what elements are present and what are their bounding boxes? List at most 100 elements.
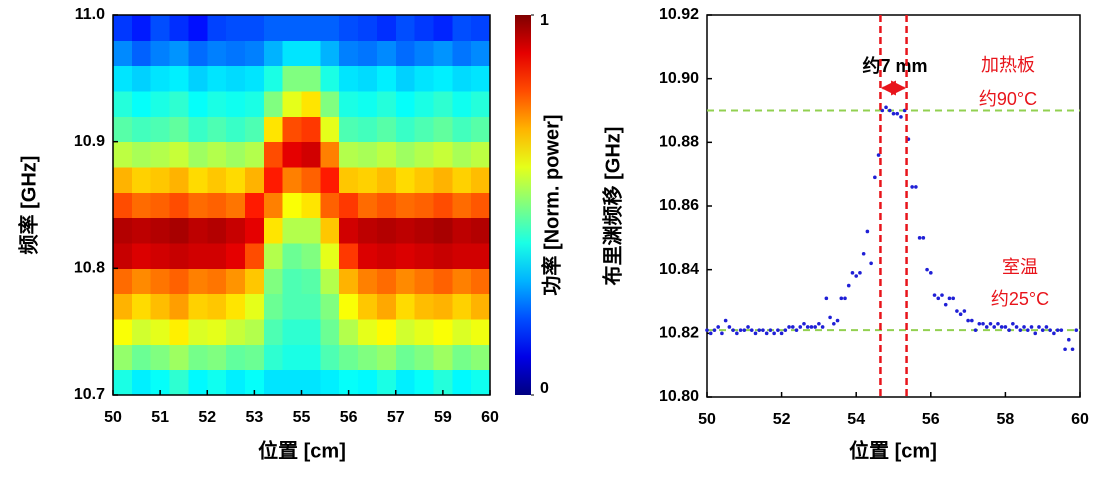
data-point — [1029, 325, 1034, 329]
heatmap-cell — [452, 116, 472, 143]
heatmap-cell — [263, 141, 284, 168]
data-point — [891, 111, 896, 116]
heatmap-cell — [433, 141, 453, 168]
heatmap-cell — [395, 217, 416, 244]
heatmap-cell — [169, 268, 189, 295]
data-point — [820, 325, 825, 329]
heatmap-cell — [207, 15, 227, 41]
heatmap-cell — [414, 15, 434, 41]
heatmap-cell — [433, 40, 453, 67]
data-point — [973, 328, 978, 332]
heatmap-cell — [282, 293, 302, 320]
heatmap-cell — [301, 369, 321, 396]
data-point — [731, 328, 735, 332]
heatmap-cell — [320, 369, 340, 396]
heatmap-cell — [282, 268, 302, 295]
heatmap-cell — [263, 268, 284, 295]
heatmap-cell — [263, 344, 284, 371]
data-point — [824, 296, 829, 301]
data-point — [776, 328, 780, 332]
heatmap-cell — [150, 243, 171, 269]
data-point — [996, 321, 1000, 326]
heatmap-cell — [376, 268, 397, 295]
heatmap-cell — [263, 91, 284, 117]
data-point — [854, 274, 858, 278]
y-tick-label: 10.92 — [659, 6, 699, 23]
heatmap-cell — [263, 167, 284, 193]
heatmap-cell — [150, 40, 171, 67]
data-point — [738, 328, 743, 332]
data-point — [1067, 337, 1071, 342]
data-point — [779, 331, 784, 336]
heatmap-cell — [433, 15, 453, 41]
heatmap-cell — [207, 116, 227, 143]
heatmap-cell — [452, 217, 472, 244]
x-tick-label: 52 — [198, 409, 216, 426]
heatmap-cell — [452, 192, 472, 219]
heatmap — [113, 15, 491, 396]
heatmap-cell — [113, 217, 133, 244]
heatmap-cell — [320, 319, 340, 345]
heatmap-cell — [150, 319, 171, 345]
heatmap-cell — [452, 319, 472, 345]
heatmap-cell — [395, 15, 416, 41]
heatmap-cell — [169, 293, 189, 320]
heatmap-cell — [188, 293, 208, 320]
heatmap-cell — [339, 217, 359, 244]
heatmap-cell — [471, 65, 491, 92]
data-point — [1059, 328, 1064, 332]
heatmap-cell — [395, 116, 416, 143]
heatmap-cell — [301, 116, 321, 143]
heatmap-cell — [188, 344, 208, 371]
data-point — [1074, 328, 1079, 332]
heatmap-cell — [207, 293, 227, 320]
heatmap-cell — [339, 40, 359, 67]
heatmap-cell — [207, 91, 227, 117]
y-tick-label: 10.86 — [659, 197, 699, 214]
heatmap-cell — [320, 116, 340, 143]
heatmap-cell — [169, 91, 189, 117]
x-tick-label: 58 — [997, 411, 1015, 428]
x-tick-label: 56 — [922, 411, 940, 428]
heatmap-cell — [113, 319, 133, 345]
data-point — [716, 325, 720, 329]
heatmap-cell — [263, 40, 284, 67]
heatmap-cell — [471, 40, 491, 67]
data-point — [764, 331, 769, 336]
heatmap-cell — [207, 217, 227, 244]
heatmap-cell — [131, 91, 152, 117]
heatmap-cell — [131, 217, 152, 244]
heatmap-cell — [452, 65, 472, 92]
data-point — [705, 328, 709, 332]
data-point — [832, 321, 836, 326]
heatmap-cell — [452, 243, 472, 269]
heatmap-cell — [282, 217, 302, 244]
data-point — [861, 251, 866, 256]
data-point — [947, 296, 952, 301]
heatmap-cell — [263, 217, 284, 244]
x-tick-label: 57 — [387, 409, 405, 426]
heatmap-cell — [282, 319, 302, 345]
heatmap-cell — [395, 192, 416, 219]
heatmap-cell — [188, 192, 208, 219]
heatmap-cell — [282, 192, 302, 219]
heatmap-cell — [301, 319, 321, 345]
heatmap-cell — [226, 293, 246, 320]
heatmap-cell — [433, 217, 453, 244]
data-point — [761, 328, 765, 332]
heatmap-cell — [282, 167, 302, 193]
heatmap-cell — [376, 217, 397, 244]
heatmap-cell — [376, 344, 397, 371]
data-point — [970, 318, 974, 323]
heatmap-cell — [433, 116, 453, 143]
heatmap-cell — [207, 141, 227, 168]
heatmap-cell — [320, 91, 340, 117]
heatmap-cell — [301, 40, 321, 67]
heatmap-cell — [188, 116, 208, 143]
heatmap-cell — [244, 369, 265, 396]
data-point — [783, 328, 788, 332]
heatmap-cell — [282, 15, 302, 41]
heatmap-cell — [358, 293, 378, 320]
heatmap-cell — [433, 167, 453, 193]
heatmap-cell — [244, 15, 265, 41]
